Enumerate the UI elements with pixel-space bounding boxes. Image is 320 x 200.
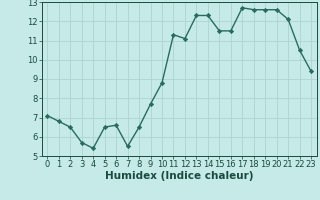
X-axis label: Humidex (Indice chaleur): Humidex (Indice chaleur) [105, 171, 253, 181]
